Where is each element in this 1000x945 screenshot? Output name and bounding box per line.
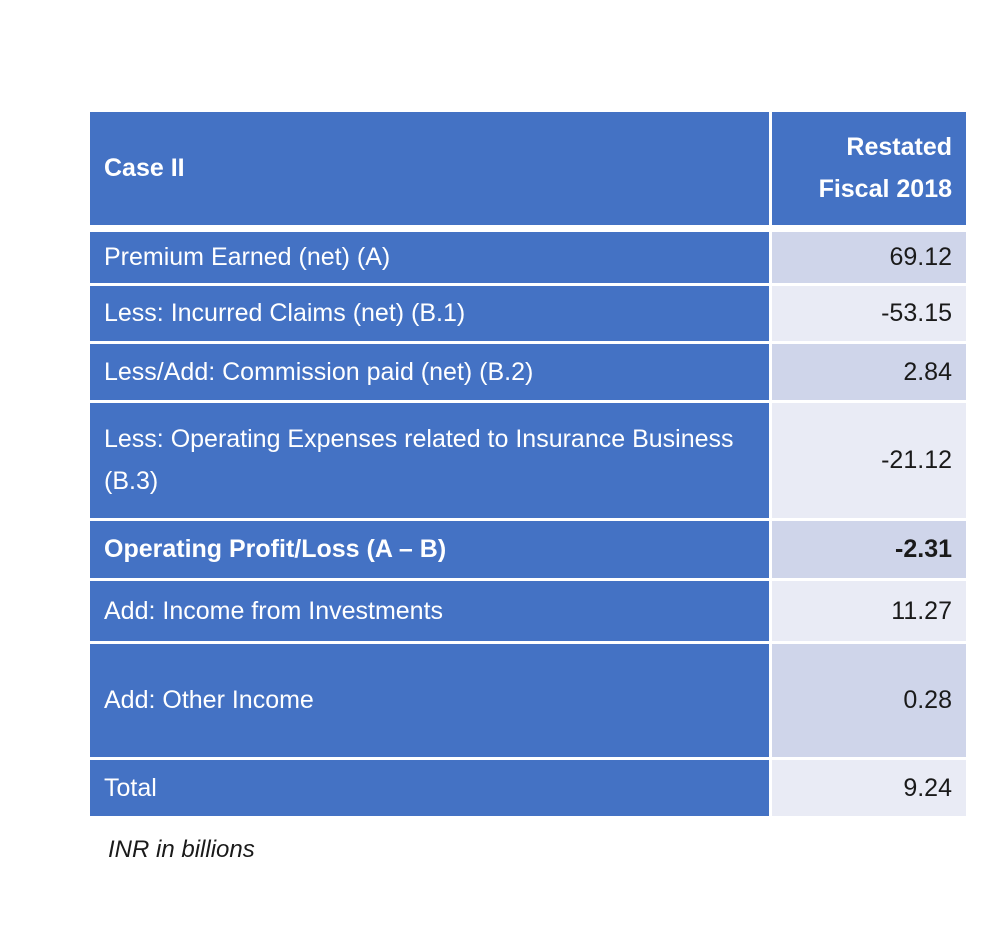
header-period-line2: Fiscal 2018 [818, 175, 952, 204]
table-row: Less: Incurred Claims (net) (B.1) -53.15 [90, 284, 966, 344]
table-body: Premium Earned (net) (A) 69.12 Less: Incur… [90, 228, 966, 819]
table-row: Premium Earned (net) (A) 69.12 [90, 228, 966, 286]
header-case-label: Case II [90, 112, 770, 232]
row-label: Less: Operating Expenses related to Insu… [90, 401, 770, 521]
row-value: -21.12 [768, 401, 966, 521]
row-label: Add: Other Income [90, 642, 770, 760]
row-value: -53.15 [768, 284, 966, 344]
row-value: 11.27 [768, 579, 966, 644]
footnote-units: INR in billions [108, 836, 255, 863]
financial-table: Case II Restated Fiscal 2018 Premium Ear… [90, 112, 966, 819]
row-label: Add: Income from Investments [90, 579, 770, 644]
table-row: Less: Operating Expenses related to Insu… [90, 401, 966, 521]
row-label: Less/Add: Commission paid (net) (B.2) [90, 342, 770, 403]
header-period-line1: Restated [846, 133, 952, 162]
header-row: Case II Restated Fiscal 2018 [90, 112, 966, 232]
table-row: Less/Add: Commission paid (net) (B.2) 2.8… [90, 342, 966, 403]
row-value: -2.31 [768, 519, 966, 581]
row-label: Total [90, 758, 770, 819]
table-row: Add: Income from Investments 11.27 [90, 579, 966, 644]
row-value: 0.28 [768, 642, 966, 760]
row-value: 69.12 [768, 228, 966, 286]
table-row: Operating Profit/Loss (A – B) -2.31 [90, 519, 966, 581]
row-label: Less: Incurred Claims (net) (B.1) [90, 284, 770, 344]
row-label: Operating Profit/Loss (A – B) [90, 519, 770, 581]
table-row: Add: Other Income 0.28 [90, 642, 966, 760]
row-label: Premium Earned (net) (A) [90, 228, 770, 286]
header-period-label: Restated Fiscal 2018 [768, 112, 966, 232]
table-row: Total 9.24 [90, 758, 966, 819]
row-value: 9.24 [768, 758, 966, 819]
row-value: 2.84 [768, 342, 966, 403]
